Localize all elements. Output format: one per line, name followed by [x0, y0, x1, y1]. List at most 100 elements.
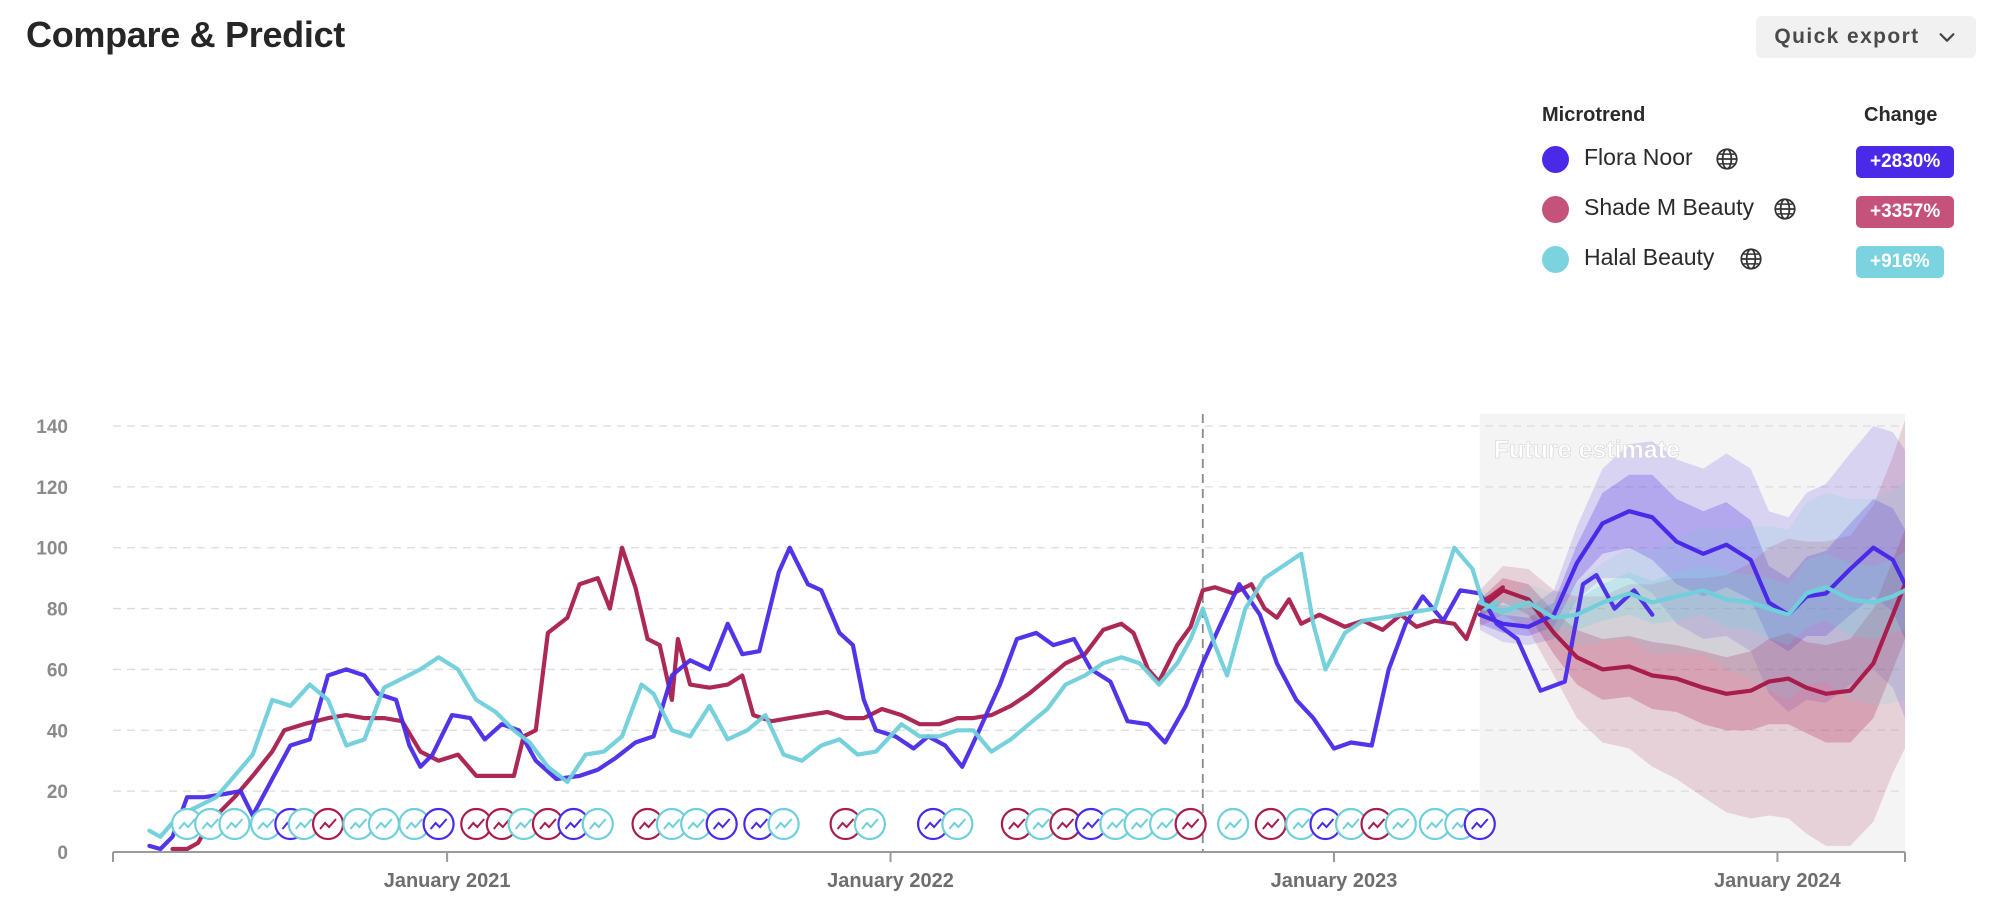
x-tick-label: January 2023	[1271, 870, 1398, 892]
event-marker-ring	[941, 807, 974, 841]
globe-icon[interactable]	[1714, 146, 1740, 172]
trend-icon	[1342, 818, 1360, 830]
trend-icon	[1181, 818, 1200, 830]
forecast-line-shade-m-beauty	[1477, 582, 1905, 696]
event-marker[interactable]	[1285, 807, 1318, 841]
event-marker[interactable]	[581, 807, 614, 841]
globe-icon[interactable]	[1738, 246, 1764, 272]
trend-icon	[1471, 818, 1489, 830]
page-title: Compare & Predict	[26, 14, 345, 55]
globe-icon[interactable]	[1772, 196, 1798, 222]
trend-icon	[375, 818, 393, 830]
series-color-dot	[1542, 246, 1569, 273]
future-estimate-label: Future estimate	[1494, 436, 1680, 464]
event-marker[interactable]	[557, 807, 590, 841]
event-marker[interactable]	[1217, 807, 1250, 841]
event-marker[interactable]	[631, 807, 664, 841]
forecast-band	[1479, 420, 1905, 846]
event-marker[interactable]	[1254, 807, 1287, 841]
event-marker[interactable]	[655, 807, 688, 841]
trend-icon	[257, 818, 275, 830]
trend-icon	[467, 818, 486, 830]
y-tick-label: 120	[36, 478, 68, 499]
series-line-flora-noor	[147, 545, 1655, 852]
chevron-down-icon	[1939, 33, 1955, 42]
event-marker[interactable]	[705, 807, 738, 841]
forecast-line-flora-noor	[1477, 509, 1905, 629]
series-lines	[147, 509, 1905, 852]
quick-export-button[interactable]: Quick export	[1756, 16, 1976, 58]
y-tick-label: 140	[36, 417, 68, 438]
trend-icon	[1367, 818, 1386, 830]
trend-icon	[319, 818, 337, 830]
trend-icon	[1262, 818, 1280, 830]
trend-icon	[663, 818, 681, 830]
forecast-band	[1479, 550, 1905, 646]
event-marker[interactable]	[194, 807, 227, 841]
trend-icon	[1224, 818, 1242, 830]
trend-icon	[349, 818, 368, 830]
trend-icon	[774, 818, 793, 830]
trend-icon	[1106, 818, 1125, 830]
event-marker[interactable]	[853, 807, 886, 841]
legend: Microtrend Change Flora Noor +2830% Shad…	[1542, 104, 1962, 294]
x-tick-label: January 2022	[827, 870, 954, 892]
trend-icon	[1130, 818, 1149, 830]
event-marker[interactable]	[367, 807, 401, 841]
trend-icon	[1056, 818, 1075, 830]
event-marker[interactable]	[422, 807, 455, 841]
trend-icon	[1392, 818, 1410, 830]
event-marker[interactable]	[1384, 807, 1417, 841]
trend-icon	[1032, 818, 1050, 830]
trend-icon	[225, 818, 244, 830]
event-marker[interactable]	[1463, 807, 1496, 841]
legend-item-halal-beauty[interactable]: Halal Beauty +916%	[1542, 238, 1962, 278]
event-marker-ring	[311, 807, 345, 841]
trend-icon	[712, 818, 731, 830]
event-marker-ring	[1217, 807, 1250, 841]
y-tick-label: 100	[36, 539, 68, 560]
x-tick-label: January 2024	[1714, 870, 1842, 892]
event-marker-ring	[581, 807, 614, 841]
event-marker[interactable]	[680, 807, 713, 841]
event-marker[interactable]	[398, 807, 431, 841]
trend-icon	[405, 818, 424, 830]
trend-icon	[1292, 818, 1310, 830]
event-marker-ring	[1463, 807, 1496, 841]
trend-icon	[178, 818, 196, 830]
y-tick-label: 60	[47, 660, 68, 681]
trend-icon	[1426, 818, 1444, 830]
event-marker-ring	[853, 807, 886, 841]
legend-item-flora-noor[interactable]: Flora Noor +2830%	[1542, 138, 1962, 178]
event-marker[interactable]	[1174, 807, 1207, 841]
event-marker[interactable]	[1309, 807, 1342, 841]
series-line-halal-beauty	[147, 545, 1499, 839]
event-marker-ring	[1174, 807, 1207, 841]
trend-icon	[836, 818, 855, 830]
forecast-line-halal-beauty	[1477, 585, 1905, 620]
series-color-dot	[1542, 196, 1569, 223]
event-marker[interactable]	[941, 807, 974, 841]
trend-chart: 0 20 40 60 80 100 120 140 Future estimate January…	[36, 414, 1906, 892]
change-badge: +916%	[1856, 246, 1944, 278]
trend-icon	[924, 818, 942, 830]
event-marker-ring	[1254, 807, 1287, 841]
future-estimate-region	[1479, 414, 1905, 852]
event-marker[interactable]	[1074, 807, 1108, 841]
change-badge: +2830%	[1856, 146, 1955, 178]
y-tick-label: 0	[57, 843, 68, 864]
event-marker-ring	[422, 807, 455, 841]
event-marker[interactable]	[1418, 807, 1451, 841]
event-marker[interactable]	[531, 807, 565, 841]
trend-icon	[1316, 818, 1335, 830]
y-tick-label: 20	[47, 782, 68, 803]
trend-icon	[514, 818, 533, 830]
y-tick-label: 40	[47, 721, 68, 742]
page-header: Compare & Predict	[26, 14, 345, 56]
trend-icon	[564, 818, 583, 830]
series-line-shade-m-beauty	[170, 545, 1505, 852]
legend-item-shade-m-beauty[interactable]: Shade M Beauty +3357%	[1542, 188, 1962, 228]
event-marker[interactable]	[767, 807, 800, 841]
event-marker[interactable]	[218, 807, 251, 841]
event-marker[interactable]	[311, 807, 345, 841]
